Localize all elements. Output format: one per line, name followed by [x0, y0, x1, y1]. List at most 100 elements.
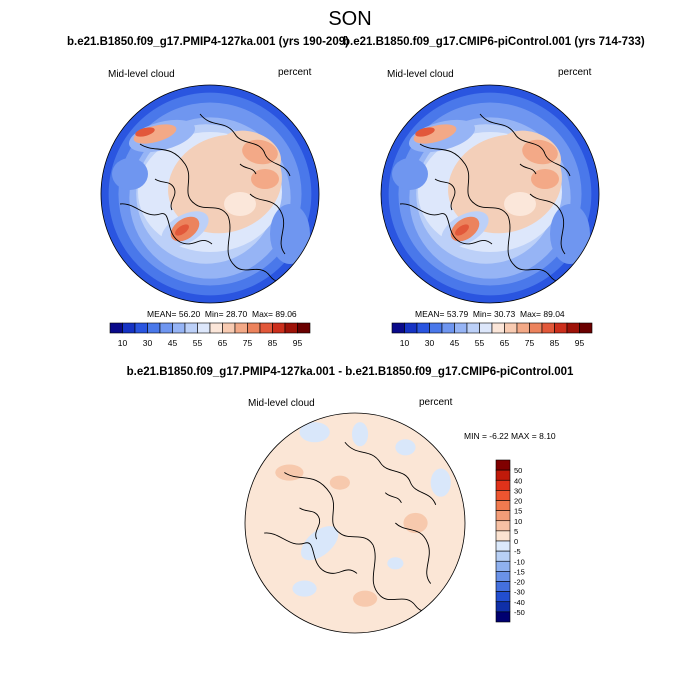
colorbar-swatch: [495, 540, 511, 552]
colorbar-swatch: [495, 591, 511, 603]
map-field-region: [413, 124, 457, 144]
map-field-region: [270, 204, 310, 264]
map-field-region: [242, 139, 278, 165]
coastline: [434, 178, 456, 211]
colorbar-tick-label: -50: [514, 608, 525, 617]
panel-3-units-label: percent: [419, 397, 453, 408]
colorbar-swatch: [491, 322, 505, 334]
map-field-region: [275, 464, 304, 481]
map-field-region: [135, 127, 155, 137]
colorbar-swatch: [495, 520, 511, 532]
coastline: [249, 193, 286, 255]
colorbar-swatch: [122, 322, 136, 334]
colorbar-tick-label: -20: [514, 578, 525, 587]
panel-3-stats: MIN = -6.22 MAX = 8.10: [464, 431, 556, 441]
map-field-region: [387, 557, 404, 570]
panel-1-stats: MEAN= 56.20 Min= 28.70 Max= 89.06: [147, 309, 297, 319]
panel-1-units-label: percent: [278, 67, 312, 78]
map-field-region: [403, 512, 428, 534]
colorbar-swatch: [495, 459, 511, 471]
colorbar-swatch: [495, 560, 511, 572]
map-field-region: [133, 124, 177, 144]
colorbar-tick-label: 95: [293, 338, 303, 348]
colorbar-swatch: [209, 322, 223, 334]
panel-2-polar-map: [380, 84, 600, 304]
map-field-region: [300, 526, 339, 561]
map-field-region: [352, 590, 378, 607]
colorbar-swatch: [159, 322, 173, 334]
panel-1-variable-label: Mid-level cloud: [108, 69, 175, 80]
coastline: [264, 532, 358, 574]
map-field-region: [430, 468, 451, 497]
map-border: [100, 84, 320, 304]
colorbar-swatch: [495, 601, 511, 613]
colorbar-swatch: [222, 322, 236, 334]
colorbar-tick-label: 55: [193, 338, 203, 348]
colorbar-swatch: [284, 322, 298, 334]
map-field-region: [395, 439, 416, 456]
map-field-region: [292, 580, 317, 597]
colorbar-tick-label: 30: [425, 338, 435, 348]
colorbar-swatch: [259, 322, 273, 334]
map-field-region: [329, 475, 350, 490]
coastline: [299, 507, 321, 540]
colorbar-swatch: [566, 322, 580, 334]
colorbar-swatch: [404, 322, 418, 334]
map-field-region: [392, 158, 428, 190]
colorbar-swatch: [541, 322, 555, 334]
map-field-region: [550, 204, 590, 264]
coastline: [395, 522, 432, 584]
map-field-region: [175, 224, 189, 236]
colorbar-tick-label: -5: [514, 547, 521, 556]
coastline: [529, 193, 566, 255]
colorbar-swatch: [516, 322, 530, 334]
colorbar-swatch: [272, 322, 286, 334]
panel-2-title: b.e21.B1850.f09_g17.CMIP6-piControl.001 …: [343, 36, 645, 48]
coastline: [384, 492, 402, 504]
colorbar-swatch: [247, 322, 261, 334]
map-field-region: [224, 192, 256, 216]
map-field-region: [531, 169, 559, 189]
colorbar-tick-label: 15: [514, 507, 522, 516]
panel-1-title: b.e21.B1850.f09_g17.PMIP4-127ka.001 (yrs…: [67, 36, 349, 48]
colorbar-swatch: [416, 322, 430, 334]
coastline: [199, 113, 291, 177]
colorbar-tick-label: 10: [514, 517, 522, 526]
colorbar-swatch: [234, 322, 248, 334]
map-border: [380, 84, 600, 304]
colorbar-swatch: [495, 510, 511, 522]
colorbar-swatch: [391, 322, 405, 334]
colorbar-swatch: [495, 530, 511, 542]
coastline: [284, 472, 374, 546]
panel-1-colorbar: 10 30 45 55 65 75 85 95: [109, 322, 311, 348]
coastline: [139, 143, 229, 217]
colorbar-swatch: [495, 550, 511, 562]
panel-3-title: b.e21.B1850.f09_g17.PMIP4-127ka.001 - b.…: [126, 366, 574, 378]
colorbar-swatch: [529, 322, 543, 334]
colorbar-tick-label: -15: [514, 567, 525, 576]
colorbar-tick-label: 20: [514, 497, 522, 506]
coastline: [344, 441, 437, 506]
coastline: [119, 203, 213, 245]
colorbar-tick-label: 75: [243, 338, 253, 348]
colorbar-swatch: [429, 322, 443, 334]
panel-3-variable-label: Mid-level cloud: [248, 398, 315, 409]
colorbar-tick-label: 65: [218, 338, 228, 348]
colorbar-tick-label: 85: [550, 338, 560, 348]
colorbar-tick-label: 95: [575, 338, 585, 348]
colorbar-swatch: [554, 322, 568, 334]
colorbar-swatch: [495, 581, 511, 592]
map-field-region: [112, 158, 148, 190]
colorbar-tick-label: 30: [143, 338, 153, 348]
colorbar-tick-label: 30: [514, 486, 522, 495]
colorbar-swatch: [495, 490, 511, 501]
panel-2-stats: MEAN= 53.79 Min= 30.73 Max= 89.04: [415, 309, 565, 319]
season-title: SON: [328, 8, 372, 30]
map-field-region: [351, 422, 369, 447]
colorbar-tick-label: 85: [268, 338, 278, 348]
colorbar-swatch: [495, 571, 511, 582]
map-field-region: [415, 127, 435, 137]
colorbar-swatch: [109, 322, 123, 334]
colorbar-swatch: [495, 611, 511, 623]
coastline: [519, 163, 537, 175]
